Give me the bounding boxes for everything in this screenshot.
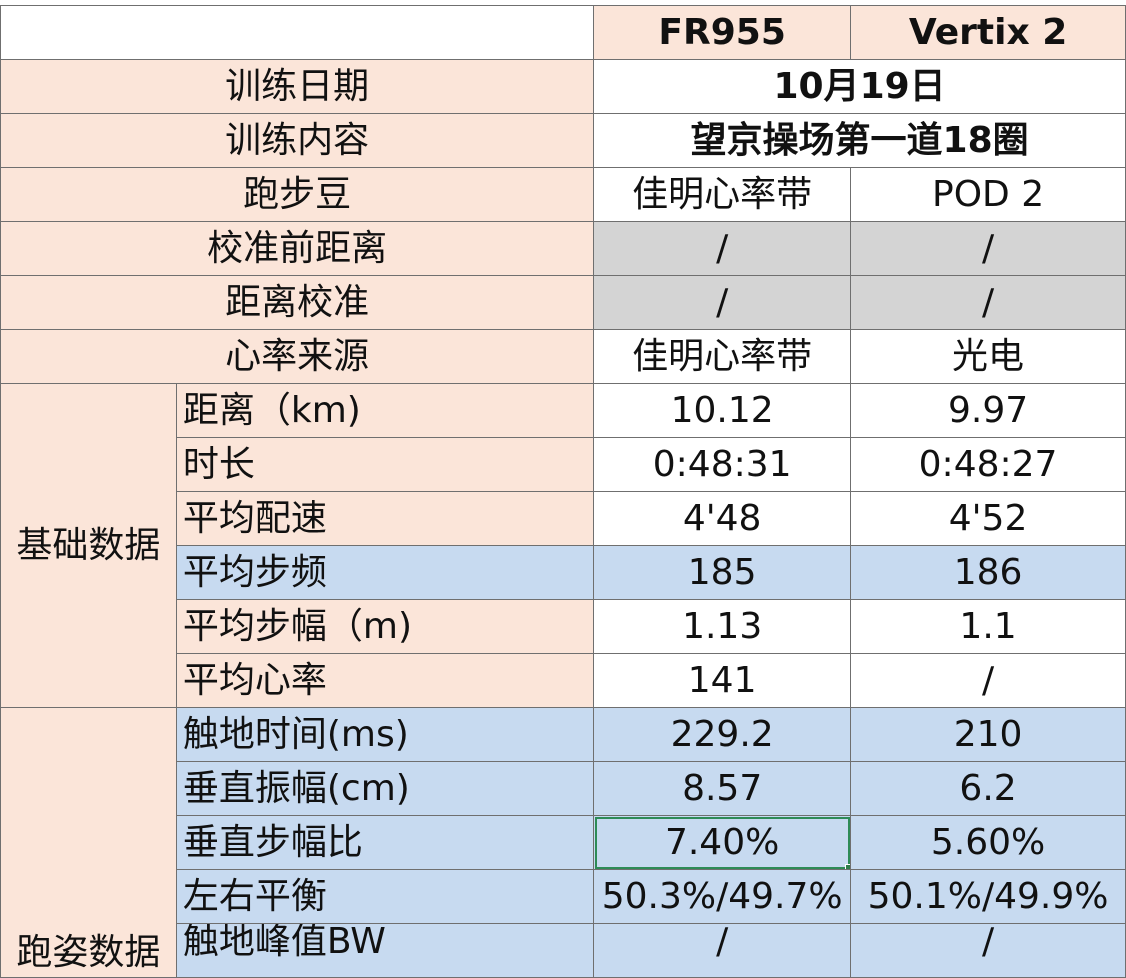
table-row: 校准前距离 / / bbox=[0, 221, 1126, 276]
table-row: 基础数据 距离（km) 10.12 9.97 bbox=[0, 383, 1126, 708]
table-row: 训练日期 10月19日 bbox=[0, 59, 1126, 114]
row-label[interactable]: 触地峰值BW bbox=[175, 923, 595, 978]
cell-value[interactable]: 佳明心率带 bbox=[593, 329, 852, 384]
cell-value[interactable]: / bbox=[850, 275, 1126, 330]
header-device-2[interactable]: Vertix 2 bbox=[850, 5, 1126, 60]
group-label-form[interactable]: 跑姿数据 bbox=[0, 707, 177, 978]
row-label[interactable]: 触地时间(ms) bbox=[175, 707, 595, 762]
cell-value[interactable]: 1.1 bbox=[850, 599, 1126, 654]
cell-value[interactable]: 0:48:31 bbox=[593, 437, 852, 492]
row-label-content[interactable]: 训练内容 bbox=[0, 113, 595, 168]
row-label-date[interactable]: 训练日期 bbox=[0, 59, 595, 114]
header-row: FR955 Vertix 2 bbox=[0, 5, 1126, 60]
header-blank-cell[interactable] bbox=[0, 5, 595, 60]
table-row: 垂直步幅比 7.40% 5.60% bbox=[1, 815, 1126, 870]
cell-value[interactable]: / bbox=[593, 275, 852, 330]
cell-value[interactable]: 8.57 bbox=[593, 761, 852, 816]
row-label[interactable]: 左右平衡 bbox=[175, 869, 595, 924]
table-row: 距离校准 / / bbox=[0, 275, 1126, 330]
cell-value[interactable]: 141 bbox=[593, 653, 852, 708]
training-content-value[interactable]: 望京操场第一道18圈 bbox=[593, 113, 1126, 168]
group-label-basic[interactable]: 基础数据 bbox=[0, 383, 177, 708]
table-row: 垂直振幅(cm) 8.57 6.2 bbox=[1, 761, 1126, 816]
row-label[interactable]: 平均心率 bbox=[175, 653, 595, 708]
cell-value[interactable]: 185 bbox=[593, 545, 852, 600]
table-row: 跑步豆 佳明心率带 POD 2 bbox=[0, 167, 1126, 222]
training-date-value[interactable]: 10月19日 bbox=[593, 59, 1126, 114]
cell-value[interactable]: / bbox=[850, 221, 1126, 276]
table-row: 平均步频 185 186 bbox=[1, 545, 1126, 600]
cell-value[interactable]: 4'48 bbox=[593, 491, 852, 546]
cell-value[interactable]: / bbox=[593, 923, 852, 978]
row-label[interactable]: 平均步频 bbox=[175, 545, 595, 600]
row-label-hr-source[interactable]: 心率来源 bbox=[0, 329, 595, 384]
cell-value[interactable]: 光电 bbox=[850, 329, 1126, 384]
row-label-calibration[interactable]: 距离校准 bbox=[0, 275, 595, 330]
cell-value[interactable]: 4'52 bbox=[850, 491, 1126, 546]
cell-value[interactable]: 9.97 bbox=[850, 383, 1126, 438]
row-label-pod[interactable]: 跑步豆 bbox=[0, 167, 595, 222]
cell-value[interactable]: 229.2 bbox=[593, 707, 852, 762]
cell-value[interactable]: 210 bbox=[850, 707, 1126, 762]
table-row: 训练内容 望京操场第一道18圈 bbox=[0, 113, 1126, 168]
cell-value[interactable]: 0:48:27 bbox=[850, 437, 1126, 492]
row-label[interactable]: 时长 bbox=[175, 437, 595, 492]
table-row: 跑姿数据 触地时间(ms) 229.2 210 bbox=[0, 707, 1126, 978]
cell-value[interactable]: 10.12 bbox=[593, 383, 852, 438]
row-label-precal[interactable]: 校准前距离 bbox=[0, 221, 595, 276]
row-label[interactable]: 平均配速 bbox=[175, 491, 595, 546]
row-label[interactable]: 距离（km) bbox=[175, 383, 595, 438]
cell-value[interactable]: / bbox=[593, 221, 852, 276]
cell-value[interactable]: 50.1%/49.9% bbox=[850, 869, 1126, 924]
fill-handle[interactable] bbox=[845, 864, 850, 869]
cell-value[interactable]: / bbox=[850, 923, 1126, 978]
cell-value: 7.40% bbox=[664, 821, 780, 863]
row-label[interactable]: 垂直步幅比 bbox=[175, 815, 595, 870]
row-label[interactable]: 垂直振幅(cm) bbox=[175, 761, 595, 816]
cell-value[interactable]: 1.13 bbox=[593, 599, 852, 654]
table-row: 平均步幅（m) 1.13 1.1 bbox=[1, 599, 1126, 654]
cell-value[interactable]: 50.3%/49.7% bbox=[593, 869, 852, 924]
cell-value[interactable]: 186 bbox=[850, 545, 1126, 600]
cell-value[interactable]: 5.60% bbox=[850, 815, 1126, 870]
row-label[interactable]: 平均步幅（m) bbox=[175, 599, 595, 654]
selected-cell[interactable]: 7.40% bbox=[593, 815, 852, 870]
comparison-table: FR955 Vertix 2 训练日期 10月19日 训练内容 望京操场第一道1… bbox=[0, 5, 1126, 978]
table-row: 心率来源 佳明心率带 光电 bbox=[0, 329, 1126, 384]
cell-value[interactable]: POD 2 bbox=[850, 167, 1126, 222]
cell-value[interactable]: / bbox=[850, 653, 1126, 708]
table-row: 平均配速 4'48 4'52 bbox=[1, 491, 1126, 546]
cell-value[interactable]: 佳明心率带 bbox=[593, 167, 852, 222]
cell-value[interactable]: 6.2 bbox=[850, 761, 1126, 816]
table-row: 时长 0:48:31 0:48:27 bbox=[1, 437, 1126, 492]
header-device-1[interactable]: FR955 bbox=[593, 5, 852, 60]
